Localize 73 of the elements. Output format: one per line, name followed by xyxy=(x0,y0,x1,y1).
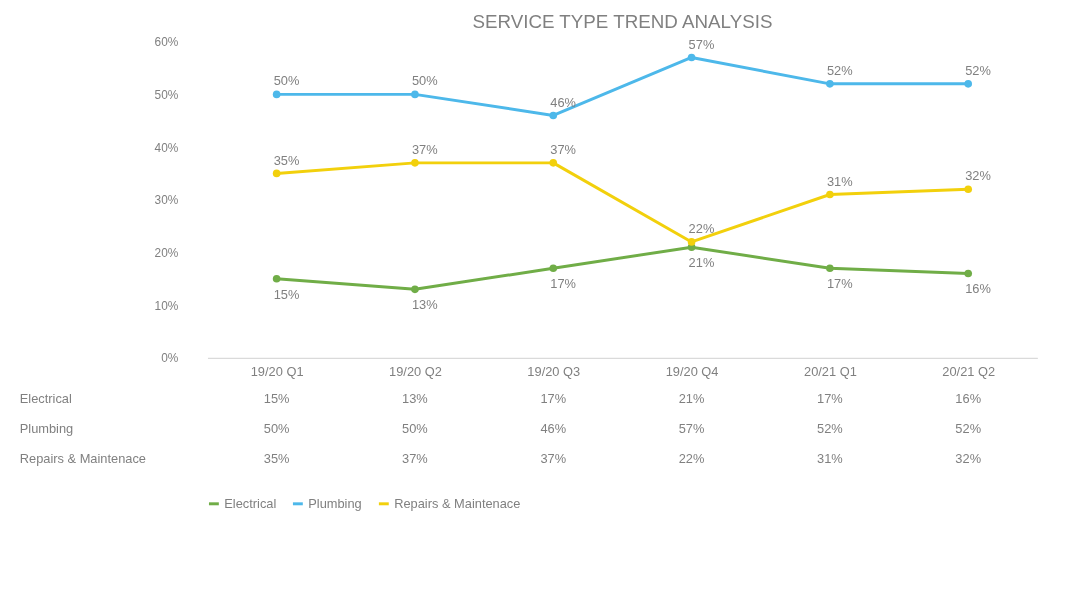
text: 17% xyxy=(826,276,853,292)
data-label: 50% xyxy=(263,420,290,436)
text: 52% xyxy=(826,62,853,78)
point xyxy=(272,274,281,283)
y-tick-label: 40% xyxy=(154,140,179,155)
data-label: 52% xyxy=(955,420,982,436)
text: 16% xyxy=(965,281,991,297)
data-label: 15% xyxy=(263,391,290,407)
x-tick-label: 19/20 Q3 xyxy=(527,364,581,380)
point xyxy=(687,53,696,62)
text: 35% xyxy=(273,152,300,168)
y-tick-label: 20% xyxy=(154,245,179,260)
data-label: 52% xyxy=(817,420,843,436)
text: Repairs & Maintenace xyxy=(19,450,146,466)
point xyxy=(964,269,973,278)
chart-title: SERVICE TYPE TREND ANALYSIS xyxy=(472,10,773,32)
x-tick-label: 20/21 Q1 xyxy=(803,364,857,380)
point xyxy=(826,80,834,88)
text: Plumbing xyxy=(19,420,74,436)
point xyxy=(549,264,558,273)
data-label: 37% xyxy=(540,450,567,466)
x-tick-label: 20/21 Q2 xyxy=(942,364,996,380)
point xyxy=(964,80,973,88)
data-label: 31% xyxy=(817,450,843,466)
text: Electrical xyxy=(19,391,72,407)
point xyxy=(411,90,419,99)
point xyxy=(549,111,558,120)
point xyxy=(411,159,419,167)
data-label: 21% xyxy=(678,391,705,407)
x-tick-label: 19/20 Q4 xyxy=(665,364,719,380)
x-tick-label: 19/20 Q1 xyxy=(250,364,304,380)
legend-label: Repairs & Maintenace xyxy=(394,495,521,511)
data-label: 57% xyxy=(678,420,705,436)
y-tick-label: 30% xyxy=(154,193,179,208)
data-label: 50% xyxy=(402,420,428,436)
data-label: 13% xyxy=(402,391,428,407)
text: 22% xyxy=(688,221,715,237)
legend-label: Plumbing xyxy=(308,495,362,511)
text: 46% xyxy=(550,94,576,110)
point xyxy=(826,264,834,273)
text: 50% xyxy=(411,73,438,89)
text: 37% xyxy=(550,141,576,157)
y-tick-label: 0% xyxy=(161,351,179,366)
point xyxy=(826,190,834,199)
data-label: 16% xyxy=(955,391,982,407)
text: 37% xyxy=(411,141,438,157)
y-tick-label: 50% xyxy=(154,87,179,102)
y-tick-label: 10% xyxy=(154,298,179,313)
point xyxy=(411,285,419,294)
text: 32% xyxy=(965,168,991,184)
text: 57% xyxy=(688,36,715,52)
data-label: 37% xyxy=(402,450,428,466)
y-tick-label: 60% xyxy=(154,35,179,50)
point xyxy=(272,90,281,99)
text: 50% xyxy=(273,73,300,89)
data-label: 35% xyxy=(263,450,290,466)
point xyxy=(964,185,973,194)
data-label: 22% xyxy=(678,450,705,466)
x-tick-label: 19/20 Q2 xyxy=(389,364,442,380)
data-label: 32% xyxy=(955,450,982,466)
text: 31% xyxy=(826,173,853,189)
legend-label: Electrical xyxy=(224,495,277,511)
data-label: 46% xyxy=(540,420,567,436)
data-label: 17% xyxy=(540,391,567,407)
point xyxy=(272,169,281,178)
text: 13% xyxy=(411,297,438,313)
text: 15% xyxy=(273,286,300,302)
text: 21% xyxy=(688,254,715,270)
point xyxy=(687,238,696,246)
point xyxy=(549,159,558,167)
data-label: 17% xyxy=(817,391,843,407)
text: 52% xyxy=(965,62,991,78)
text: 17% xyxy=(550,276,576,292)
